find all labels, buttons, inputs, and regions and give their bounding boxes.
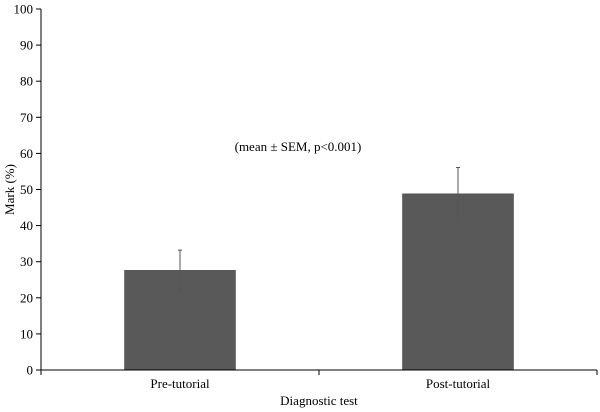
y-axis-ticks: 0 10 20 30 40 50 60 70 80 90 100: [14, 2, 41, 378]
bar-post-tutorial: [402, 193, 514, 371]
y-tick-label: 100: [14, 2, 34, 17]
y-tick-label: 20: [20, 290, 33, 305]
y-tick-label: 50: [20, 182, 33, 197]
y-tick-label: 90: [20, 38, 33, 53]
y-tick-label: 80: [20, 74, 33, 89]
y-tick-label: 30: [20, 254, 33, 269]
x-tick-label: Pre-tutorial: [150, 376, 210, 391]
bars: [124, 193, 514, 371]
x-axis-title: Diagnostic test: [280, 393, 358, 408]
y-tick-label: 60: [20, 146, 33, 161]
error-bars: [178, 166, 460, 292]
x-tick-label: Post-tutorial: [426, 376, 491, 391]
y-tick-label: 0: [27, 363, 34, 378]
y-axis-title: Mark (%): [2, 164, 17, 215]
chart-annotation: (mean ± SEM, p<0.001): [235, 139, 362, 154]
x-axis-ticks: Pre-tutorial Post-tutorial: [40, 370, 598, 391]
y-tick-label: 10: [20, 326, 33, 341]
y-tick-label: 40: [20, 218, 33, 233]
y-tick-label: 70: [20, 110, 33, 125]
